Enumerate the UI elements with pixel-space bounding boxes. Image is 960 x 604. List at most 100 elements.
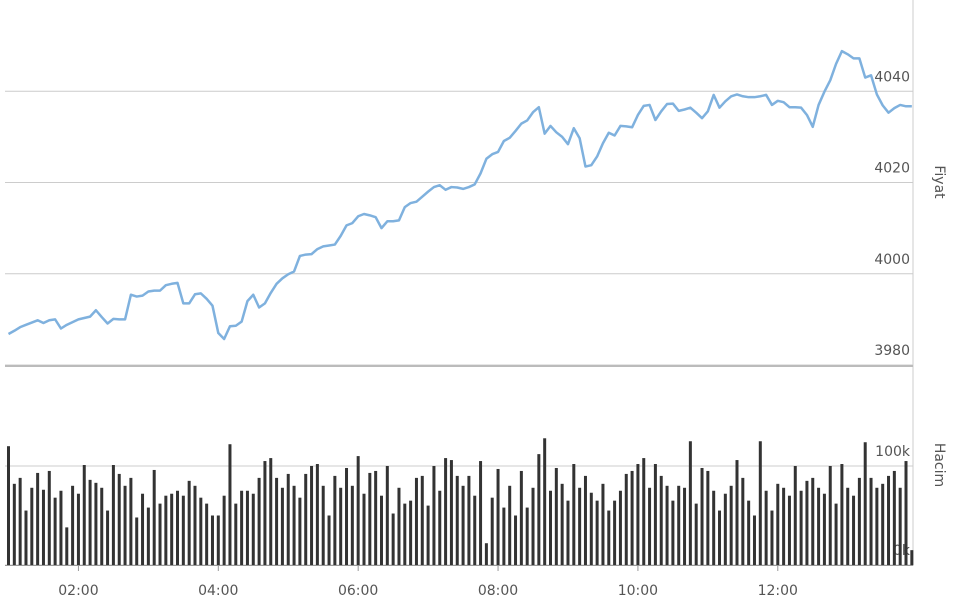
volume-bar xyxy=(671,500,675,565)
x-tick-label: 06:00 xyxy=(338,583,378,599)
volume-bar xyxy=(18,477,22,565)
axis-title: Hacim xyxy=(931,443,947,487)
volume-bar xyxy=(677,485,681,565)
volume-bar xyxy=(857,477,861,565)
volume-bar xyxy=(315,464,319,565)
volume-bar xyxy=(502,507,506,565)
volume-bar xyxy=(6,446,10,565)
y-tick-label: 4020 xyxy=(874,161,910,177)
volume-bar xyxy=(117,473,121,565)
y-tick-label: 4000 xyxy=(874,252,910,268)
axis-title: Fiyat xyxy=(931,165,947,199)
volume-bar xyxy=(881,483,885,565)
y-tick-label: 4040 xyxy=(874,69,910,85)
volume-bar xyxy=(345,467,349,565)
volume-bar xyxy=(875,487,879,565)
price-line xyxy=(7,49,912,341)
volume-bar xyxy=(758,441,762,565)
volume-bar xyxy=(898,487,902,565)
volume-bar xyxy=(560,483,564,565)
volume-bar xyxy=(688,441,692,565)
volume-bar xyxy=(321,485,325,565)
volume-bar xyxy=(397,487,401,565)
volume-bar xyxy=(461,485,465,565)
volume-bar xyxy=(770,510,774,565)
volume-bar xyxy=(222,495,226,565)
volume-bar xyxy=(30,487,34,565)
volume-bar xyxy=(379,495,383,565)
volume-bar xyxy=(473,495,477,565)
volume-bar xyxy=(531,487,535,565)
volume-bar xyxy=(828,466,832,565)
volume-bar xyxy=(385,466,389,565)
volume-bar xyxy=(601,483,605,565)
volume-bar xyxy=(24,510,28,565)
volume-bar xyxy=(444,458,448,565)
volume-bar xyxy=(782,487,786,565)
x-tick-label: 10:00 xyxy=(618,583,658,599)
volume-bar xyxy=(834,503,838,565)
volume-bar xyxy=(409,500,413,565)
volume-bar xyxy=(100,487,104,565)
volume-bar xyxy=(403,503,407,565)
volume-bar xyxy=(484,543,488,565)
volume-bar xyxy=(71,485,75,565)
volume-bar xyxy=(642,458,646,565)
volume-bar xyxy=(59,490,63,565)
volume-bar xyxy=(548,490,552,565)
volume-bar xyxy=(245,490,249,565)
volume-bar xyxy=(490,497,494,565)
volume-bar xyxy=(817,487,821,565)
volume-bar xyxy=(729,485,733,565)
volume-bar xyxy=(712,490,716,565)
volume-bar xyxy=(525,507,529,565)
volume-bar xyxy=(595,500,599,565)
volume-bar xyxy=(455,475,459,565)
volume-bar xyxy=(578,487,582,565)
x-tick-label: 04:00 xyxy=(198,583,238,599)
volume-bar xyxy=(572,464,576,565)
volume-bar xyxy=(146,507,150,565)
volume-bar xyxy=(653,464,657,565)
volume-bar xyxy=(240,490,244,565)
volume-bar xyxy=(275,477,279,565)
volume-bar xyxy=(420,475,424,565)
volume-bar xyxy=(170,493,174,565)
volume-bar xyxy=(636,464,640,565)
x-tick-label: 02:00 xyxy=(58,583,98,599)
volume-bar xyxy=(269,458,273,565)
volume-bar xyxy=(263,461,267,565)
volume-bar xyxy=(111,465,115,565)
volume-bar xyxy=(135,517,139,565)
volume-bar xyxy=(479,461,483,565)
volume-bar xyxy=(228,444,232,565)
volume-bar xyxy=(892,470,896,565)
volume-bar xyxy=(659,475,663,565)
volume-bar xyxy=(752,515,756,565)
volume-bar xyxy=(432,466,436,565)
volume-bar xyxy=(514,515,518,565)
volume-bar xyxy=(327,515,331,565)
volume-bar xyxy=(193,485,197,565)
volume-bar xyxy=(333,475,337,565)
volume-bar xyxy=(36,472,40,565)
volume-bar xyxy=(648,487,652,565)
volume-bar xyxy=(735,460,739,565)
volume-bar xyxy=(129,477,133,565)
volume-bar xyxy=(216,515,220,565)
volume-bar xyxy=(199,497,203,565)
volume-bar xyxy=(47,470,51,565)
volume-bar xyxy=(700,467,704,565)
volume-bar xyxy=(350,485,354,565)
volume-bar xyxy=(164,495,168,565)
volume-bar xyxy=(187,480,191,565)
volume-bar xyxy=(467,475,471,565)
volume-bar xyxy=(910,550,914,565)
volume-bar xyxy=(141,493,145,565)
volume-bar xyxy=(863,442,867,565)
volume-bar xyxy=(152,469,156,565)
volume-bar xyxy=(414,477,418,565)
volume-bar xyxy=(537,454,541,565)
